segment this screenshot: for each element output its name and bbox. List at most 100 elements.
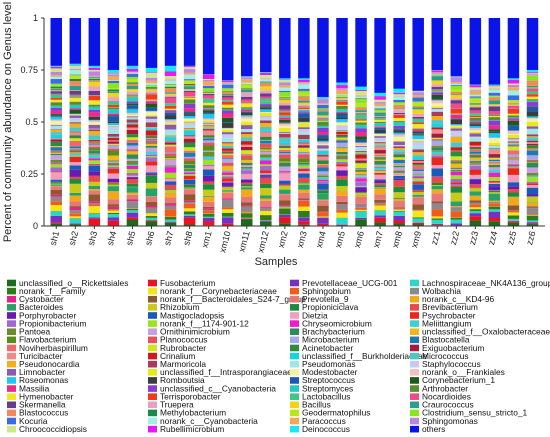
- bar-segment: [145, 142, 158, 144]
- bar-segment: [279, 146, 291, 149]
- bar-segment: [279, 171, 291, 173]
- legend-swatch: [290, 360, 299, 368]
- bar-segment: [507, 120, 520, 126]
- bar-segment: [526, 214, 539, 216]
- bar-segment: [241, 89, 253, 93]
- bar-segment: [183, 174, 196, 176]
- bar-segment: [126, 127, 139, 130]
- bar-segment: [241, 146, 253, 151]
- bar-segment: [50, 194, 62, 197]
- bar-segment: [526, 187, 539, 195]
- bar-segment: [50, 121, 62, 125]
- legend-item: Rhizobium: [148, 302, 200, 312]
- bar-segment-others: [393, 18, 405, 89]
- bar-segment: [450, 223, 463, 226]
- bar-segment: [469, 209, 482, 211]
- bar-segment: [298, 129, 310, 133]
- bar-segment: [393, 92, 405, 95]
- bar-segment: [69, 65, 82, 69]
- bar-segment: [69, 109, 82, 114]
- bar-segment: [241, 116, 253, 119]
- bar-segment: [412, 94, 424, 98]
- bar-segment: [431, 108, 443, 111]
- bar-segment: [355, 160, 367, 163]
- bar-segment: [317, 155, 329, 157]
- bar-segment: [260, 132, 272, 137]
- bar-segment: [88, 160, 101, 164]
- bar-segment: [126, 177, 139, 179]
- bar-segment: [298, 96, 310, 101]
- bar-segment: [241, 122, 253, 126]
- bar-segment: [260, 90, 272, 94]
- bar-segment: [507, 218, 520, 221]
- bar-segment: [355, 204, 367, 205]
- bar-segment: [469, 184, 482, 188]
- bar-segment: [221, 162, 234, 166]
- bar-segment: [279, 97, 291, 99]
- bar-segment: [126, 183, 139, 187]
- bar-segment: [221, 182, 234, 187]
- legend-item: Pantoea: [7, 327, 51, 337]
- x-tick-label: sh2: [67, 230, 80, 247]
- bar-segment: [431, 80, 443, 85]
- bar-segment: [393, 141, 405, 145]
- bar-segment: [412, 92, 424, 95]
- bar-segment: [145, 147, 158, 152]
- bar-segment: [412, 128, 424, 129]
- legend-item: Crinalium: [148, 351, 195, 361]
- bar-segment: [260, 86, 272, 91]
- bar-segment: [393, 94, 405, 96]
- bar-segment-others: [488, 18, 501, 85]
- bar-segment: [336, 111, 348, 113]
- bar-segment: [374, 181, 386, 184]
- legend-item: Craurococcus: [410, 400, 474, 410]
- legend-item: Wolbachia: [410, 286, 461, 296]
- bar-segment: [279, 112, 291, 116]
- bar-segment: [183, 171, 196, 173]
- bar-segment: [183, 211, 196, 215]
- bar-segment: [431, 94, 443, 99]
- bar-segment: [469, 94, 482, 97]
- bar-segment: [317, 177, 329, 180]
- legend-label: norank_o__Frankiales: [422, 367, 505, 377]
- bar-segment: [88, 213, 101, 218]
- bar-segment: [374, 174, 386, 180]
- bar-segment: [50, 124, 62, 126]
- bar-segment: [126, 201, 139, 209]
- legend-swatch: [290, 279, 299, 287]
- bar-segment: [507, 83, 520, 85]
- bar-segment: [526, 173, 539, 176]
- bar-segment: [374, 121, 386, 124]
- bar-segment: [241, 112, 253, 116]
- bar-segment: [126, 192, 139, 195]
- bar-segment: [336, 114, 348, 119]
- bar-segment: [317, 140, 329, 143]
- bar-segment: [469, 178, 482, 180]
- bar-segment: [88, 146, 101, 149]
- bar-segment: [469, 126, 482, 129]
- legend-label: norank_f__1174-901-12: [160, 318, 249, 328]
- bar-segment: [241, 144, 253, 147]
- bar-segment: [221, 209, 234, 213]
- bar-segment: [374, 179, 386, 182]
- bar-segment: [298, 113, 310, 118]
- bar-segment: [183, 152, 196, 157]
- bar-segment: [183, 138, 196, 143]
- bar-segment: [374, 160, 386, 165]
- bar-segment: [145, 207, 158, 214]
- bar-segment: [50, 171, 62, 173]
- x-tick-label: sh3: [86, 230, 99, 247]
- bar-segment: [164, 84, 177, 86]
- bar-segment: [241, 99, 253, 102]
- bar-segment: [336, 190, 348, 196]
- bar-segment: [374, 172, 386, 175]
- bar-segment: [279, 133, 291, 138]
- bar-segment: [202, 109, 215, 111]
- bar-segment: [355, 136, 367, 140]
- bar-segment: [241, 140, 253, 142]
- legend-item: Staphylococcus: [410, 359, 481, 369]
- bar-segment: [183, 99, 196, 104]
- bar-segment: [50, 196, 62, 202]
- bar-segment: [412, 124, 424, 129]
- bar-segment: [507, 159, 520, 161]
